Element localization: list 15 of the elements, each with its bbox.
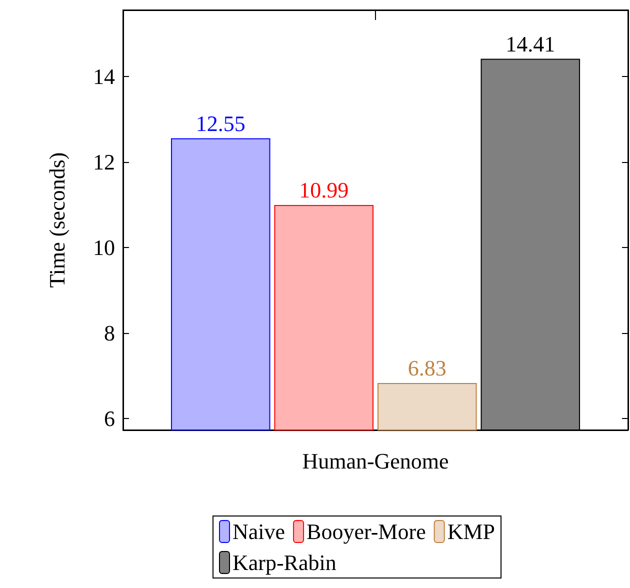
data-label: 10.99 [299,178,349,203]
legend-label: KMP [447,519,496,544]
y-tick-label: 8 [104,320,115,346]
legend-label: Karp-Rabin [232,550,336,575]
y-tick-label: 6 [104,406,115,431]
data-label: 6.83 [408,355,446,380]
y-tick-label: 10 [93,234,115,260]
x-tick-label: Human-Genome [302,448,449,474]
y-axis-title: Time (seconds) [44,152,70,288]
y-tick-label: 12 [93,149,115,174]
legend-label: Booyer-More [306,519,426,544]
legend-label: Naive [232,519,286,544]
data-label: 12.55 [196,110,246,136]
data-label: 14.41 [506,31,556,56]
y-tick-label: 14 [93,64,115,89]
